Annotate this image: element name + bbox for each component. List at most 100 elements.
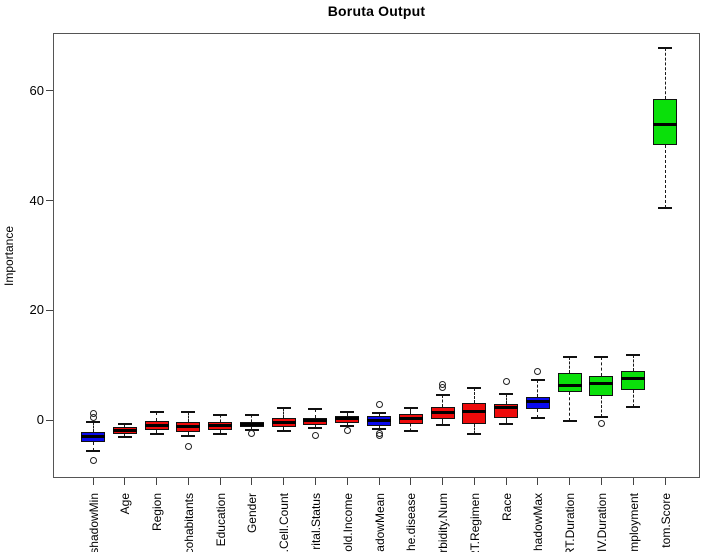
lower-staple (276, 430, 291, 433)
x-axis-label-text: adowMean (372, 493, 387, 552)
upper-whisker (632, 354, 634, 371)
x-axis-tick (314, 478, 316, 485)
x-axis-label-text: RT.Regimen (467, 493, 482, 552)
y-axis-tick (46, 90, 53, 92)
lower-whisker (156, 430, 158, 434)
lower-whisker (187, 431, 189, 437)
x-axis-tick (346, 478, 348, 485)
lower-staple (499, 422, 514, 425)
lower-staple (86, 450, 100, 453)
x-axis-label-text: rital.Status (308, 493, 323, 550)
x-axis-tick (537, 478, 539, 485)
x-axis-tick (569, 478, 571, 485)
upper-staple (530, 378, 545, 381)
lower-whisker (378, 425, 380, 429)
x-axis-tick (187, 478, 189, 485)
median-line (335, 417, 360, 421)
x-axis-label-text: Race (499, 493, 514, 522)
upper-whisker (473, 388, 475, 404)
lower-staple (308, 427, 323, 429)
box-rejected (462, 403, 487, 425)
upper-staple (499, 393, 514, 396)
y-axis-tick-label: 60 (29, 82, 44, 98)
lower-whisker (92, 442, 94, 452)
median-line (525, 400, 550, 404)
upper-staple (308, 408, 323, 411)
x-axis-label-text: old.Income (340, 493, 355, 552)
x-axis-tick (378, 478, 380, 485)
x-axis-tick (92, 478, 94, 485)
box-confirmed (589, 376, 614, 396)
x-axis-label-text: RT.Duration (563, 493, 578, 552)
x-axis-tick (219, 478, 221, 485)
median-line (462, 410, 487, 414)
median-line (271, 421, 296, 424)
lower-staple (626, 406, 641, 409)
outlier-point (311, 431, 319, 439)
median-line (557, 383, 582, 387)
lower-whisker (410, 423, 412, 432)
upper-whisker (505, 394, 507, 405)
x-axis-label-text: Education (213, 493, 228, 547)
outlier-point (184, 443, 192, 451)
upper-staple (594, 355, 609, 358)
x-axis-tick (600, 478, 602, 485)
box-confirmed (557, 372, 582, 393)
upper-whisker (283, 407, 285, 419)
x-axis-label-text: he.disease (404, 493, 419, 552)
chart-title: Boruta Output (327, 3, 426, 19)
x-axis-label-text: .Cell.Count (277, 493, 292, 552)
median-line (653, 123, 678, 127)
outlier-point (248, 430, 256, 437)
upper-whisker (537, 379, 539, 397)
upper-staple (340, 410, 355, 413)
x-axis-tick (156, 478, 158, 485)
median-line (589, 382, 614, 385)
median-line (494, 406, 519, 410)
upper-whisker (187, 411, 189, 422)
upper-whisker (410, 407, 412, 414)
upper-whisker (92, 421, 94, 432)
median-line (144, 423, 169, 427)
outlier-point (343, 426, 351, 434)
outlier-point (375, 432, 383, 440)
lower-staple (467, 433, 482, 436)
lower-staple (117, 436, 132, 439)
lower-whisker (346, 423, 348, 427)
lower-whisker (283, 427, 285, 432)
y-axis-tick (46, 200, 53, 202)
lower-staple (435, 424, 450, 427)
upper-staple (658, 46, 673, 49)
lower-staple (340, 425, 355, 428)
y-axis-tick-label: 20 (29, 302, 44, 318)
x-axis-label-text: Age (118, 493, 133, 515)
x-axis-label-text: cohabitants (181, 493, 196, 552)
lower-staple (181, 435, 196, 438)
median-line (112, 429, 137, 433)
x-axis-tick (473, 478, 475, 485)
lower-staple (594, 416, 609, 419)
upper-staple (244, 413, 259, 416)
x-axis-label-text: mployment (626, 493, 641, 552)
x-axis-label-text: rbidity.Num (436, 493, 451, 552)
lower-whisker (569, 392, 571, 422)
median-line (398, 416, 423, 420)
x-axis-label-text: shadowMin (86, 493, 101, 552)
median-line (367, 418, 392, 422)
upper-whisker (378, 412, 380, 417)
x-axis-tick (410, 478, 412, 485)
y-axis-tick-label: 0 (36, 412, 44, 428)
outlier-point (89, 413, 97, 421)
x-axis-tick (124, 478, 126, 485)
upper-whisker (156, 411, 158, 422)
lower-staple (149, 432, 164, 435)
y-axis-title: Importance (2, 225, 16, 287)
upper-whisker (219, 415, 221, 422)
outlier-point (597, 419, 605, 427)
lower-staple (658, 206, 673, 209)
x-axis-tick (442, 478, 444, 485)
upper-staple (276, 406, 291, 409)
x-axis-label-text: Gender (245, 493, 260, 534)
lower-whisker (219, 429, 221, 434)
